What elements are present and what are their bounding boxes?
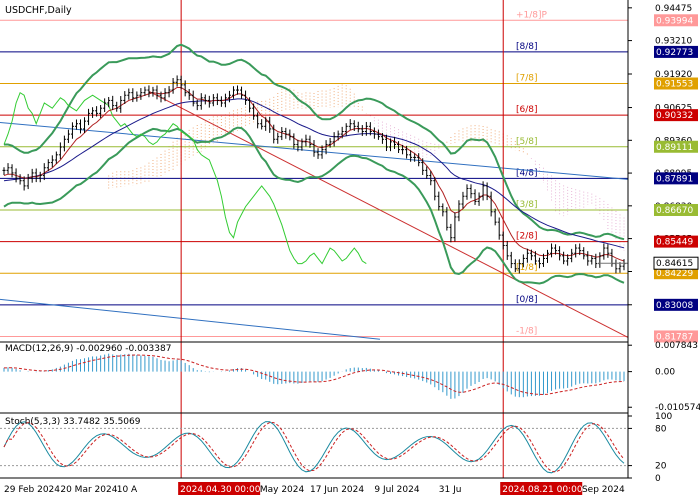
murrey-level-label: [0/8] bbox=[516, 295, 538, 305]
murrey-price-tag bbox=[654, 330, 698, 343]
macd-tick-label: 0.007843 bbox=[655, 341, 698, 351]
symbol-title: USDCHF,Daily bbox=[5, 5, 72, 16]
murrey-price-tag-label: 0.83008 bbox=[656, 301, 693, 311]
time-tick-label: 9 Jul 2024 bbox=[374, 485, 419, 495]
kijun-line bbox=[3, 98, 625, 249]
stoch-tick-label: 0 bbox=[655, 474, 661, 484]
trendline-red bbox=[148, 90, 629, 338]
murrey-price-tag bbox=[654, 235, 698, 248]
stoch-tick-label: 20 bbox=[655, 462, 667, 472]
murrey-price-tag-label: 0.81787 bbox=[656, 332, 693, 342]
price-tick-label: 0.93210 bbox=[655, 37, 692, 47]
macd-tick-label: -0.010574 bbox=[655, 403, 700, 413]
murrey-level-label: [7/8] bbox=[516, 74, 538, 84]
murrey-level-label: [8/8] bbox=[516, 42, 538, 52]
time-tick-label: 13 Sep 2024 bbox=[568, 485, 625, 495]
current-price-tag bbox=[653, 256, 699, 270]
murrey-level-label: [3/8] bbox=[516, 200, 538, 210]
murrey-level-label: [5/8] bbox=[516, 137, 538, 147]
price-tick-label: 0.94475 bbox=[655, 4, 692, 14]
murrey-level-label: -1/8] bbox=[516, 326, 537, 336]
murrey-level-label: [2/8] bbox=[516, 232, 538, 242]
murrey-price-tag bbox=[654, 109, 698, 122]
murrey-price-tag bbox=[654, 298, 698, 311]
murrey-level-label: +1/8]P bbox=[516, 10, 548, 20]
trendline-lower bbox=[0, 298, 381, 340]
current-price-label: 0.84615 bbox=[656, 259, 693, 269]
stoch-tick-label: 100 bbox=[655, 412, 672, 422]
murrey-price-tag-label: 0.86670 bbox=[656, 206, 693, 216]
murrey-price-tag bbox=[654, 172, 698, 185]
bollinger-lower bbox=[3, 126, 625, 285]
murrey-price-tag bbox=[654, 140, 698, 153]
macd-label: MACD(12,26,9) -0.002960 -0.003387 bbox=[5, 344, 171, 354]
time-tick-label: 20 Mar 2024 bbox=[60, 485, 117, 495]
stochastic-pane bbox=[0, 412, 700, 474]
murrey-price-tag bbox=[654, 203, 698, 216]
murrey-price-tag-label: 0.92773 bbox=[656, 48, 693, 58]
stochastic-label: Stoch(5,3,3) 33.7482 35.5069 bbox=[5, 417, 141, 427]
date-marker-tag bbox=[178, 482, 261, 495]
chikou-span bbox=[3, 91, 367, 265]
price-tick-label: 0.90625 bbox=[655, 104, 692, 114]
murrey-price-tag-label: 0.89111 bbox=[656, 143, 693, 153]
date-marker-label: 2024.08.21 00:00 bbox=[502, 485, 583, 495]
macd-pane bbox=[0, 341, 700, 399]
time-tick-label: 31 Ju bbox=[439, 485, 462, 495]
murrey-price-tag-label: 0.93994 bbox=[656, 16, 693, 26]
macd-signal-line bbox=[3, 354, 625, 396]
time-tick-label: 10 A bbox=[117, 485, 138, 495]
murrey-level-label: [1/8] bbox=[516, 263, 538, 273]
macd-tick-label: 0.00 bbox=[655, 368, 675, 378]
murrey-price-tag bbox=[654, 77, 698, 90]
murrey-price-tag-label: 0.85449 bbox=[656, 238, 693, 248]
date-marker-tag bbox=[500, 482, 583, 495]
stoch-tick-label: 80 bbox=[655, 424, 667, 434]
time-tick-label: 29 Feb 2024 bbox=[4, 485, 60, 495]
murrey-price-tag bbox=[654, 267, 698, 280]
murrey-level-label: [4/8] bbox=[516, 168, 538, 178]
murrey-level-label: [6/8] bbox=[516, 105, 538, 115]
stoch-d-line bbox=[3, 421, 625, 473]
price-tick-label: 0.91920 bbox=[655, 70, 692, 80]
date-marker-label: 2024.04.30 00:00 bbox=[180, 485, 261, 495]
murrey-price-tag-label: 0.91553 bbox=[656, 80, 693, 90]
murrey-price-tag bbox=[654, 45, 698, 58]
time-tick-label: 24 May 2024 bbox=[246, 485, 305, 495]
murrey-price-tag-label: 0.87891 bbox=[656, 174, 693, 184]
time-tick-label: 17 Jun 2024 bbox=[310, 485, 364, 495]
murrey-price-tag-label: 0.84229 bbox=[656, 269, 693, 279]
murrey-price-tag-label: 0.90332 bbox=[656, 111, 693, 121]
price-pane: +1/8]P [8/8] [7/8] [6/8] [5/8] [4/8] [3/8] [2/8… bbox=[0, 0, 629, 478]
murrey-price-tag bbox=[654, 14, 698, 27]
